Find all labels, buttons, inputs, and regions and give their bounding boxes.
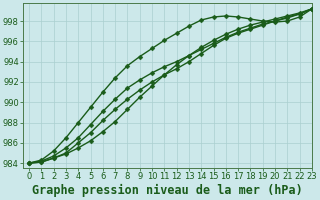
X-axis label: Graphe pression niveau de la mer (hPa): Graphe pression niveau de la mer (hPa): [32, 184, 303, 197]
